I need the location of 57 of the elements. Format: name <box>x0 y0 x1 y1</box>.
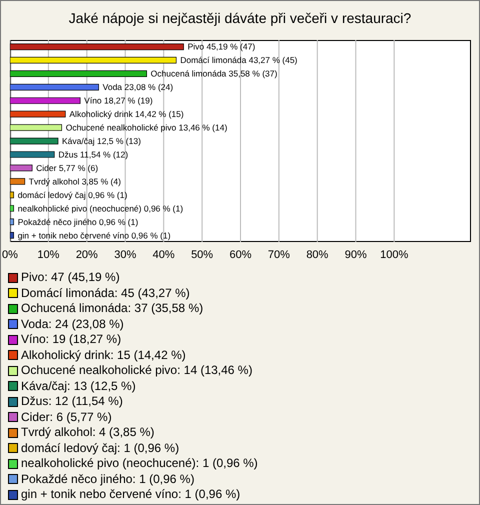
category-label: Ochucená limonáda 35,58 % (37) <box>150 68 278 79</box>
category-label: Pivo 45,19 % (47) <box>188 42 256 52</box>
bar <box>10 218 14 226</box>
x-tick-label: 50% <box>191 248 214 261</box>
text: Ochucené nealkoholické pivo: 14 (13,46 %) <box>21 363 252 378</box>
category-label: Káva/čaj 12,5 % (13) <box>62 136 141 146</box>
text: Alkoholický drink: 15 (14,42 %) <box>21 348 186 363</box>
category-label: Ochucené nealkoholické pivo 13,46 % (14) <box>66 122 228 133</box>
bar <box>10 56 177 64</box>
category-label: Cider 5,77 % (6) <box>36 162 98 173</box>
category-label: Pokaždé něco jiného 0,96 % (1) <box>18 216 138 227</box>
category-label: nealkoholické pivo (neochucené) 0,96 % (1) <box>18 203 184 214</box>
category-label: gin + tonik nebo červené víno 0,96 % (1) <box>18 230 171 240</box>
category-label: Džus 11,54 % (12) <box>58 149 128 160</box>
category-label: Voda 23,08 % (24) <box>102 82 174 92</box>
text: gin + tonik nebo červené víno: 1 (0,96 %) <box>21 487 240 502</box>
text: Voda: 24 (23,08 %) <box>21 316 124 332</box>
category-label: Alkoholický drink 14,42 % (15) <box>69 109 184 120</box>
bar <box>10 138 58 144</box>
x-tick-label: 40% <box>152 248 175 261</box>
text: Pivo: 47 (45,19 %) <box>21 270 120 286</box>
bar <box>10 43 184 50</box>
bar <box>10 151 55 158</box>
x-tick-label: 70% <box>268 248 290 261</box>
category-label: Domácí limonáda 43,27 % (45) <box>180 55 298 66</box>
text: domácí ledový čaj: 1 (0,96 %) <box>21 440 180 456</box>
x-tick-label: 30% <box>114 248 136 261</box>
x-tick-label: 20% <box>76 248 98 261</box>
bar <box>10 192 14 198</box>
x-tick-label: 60% <box>229 248 252 261</box>
x-tick-label: 100% <box>380 248 408 261</box>
text: Domácí limonáda: 45 (43,27 %) <box>21 286 190 301</box>
text: Ochucená limonáda: 37 (35,58 %) <box>21 301 204 316</box>
text: Káva/čaj: 13 (12,5 %) <box>21 378 136 394</box>
bar <box>10 124 62 131</box>
x-tick-label: 10% <box>37 248 60 261</box>
bar <box>10 70 147 78</box>
bar <box>10 164 32 172</box>
bar <box>10 205 14 212</box>
chart-title: Jaké nápoje si nejčastěji dáváte při večeři v restauraci? <box>68 9 412 28</box>
category-label: Víno 18,27 % (19) <box>84 96 153 106</box>
bar <box>10 178 26 185</box>
bar <box>10 110 66 118</box>
bar <box>10 84 99 90</box>
text: Cider: 6 (5,77 %) <box>21 410 112 425</box>
category-label: domácí ledový čaj 0,96 % (1) <box>18 190 128 200</box>
x-tick-label: 80% <box>306 248 329 261</box>
x-tick-label: 90% <box>344 248 367 261</box>
bar <box>10 232 14 239</box>
category-label: Tvrdý alkohol 3,85 % (4) <box>28 176 121 186</box>
text: nealkoholické pivo (neochucené): 1 (0,96 %) <box>21 456 258 472</box>
text: Tvrdý alkohol: 4 (3,85 %) <box>21 425 154 440</box>
x-tick-label: 0% <box>2 248 18 261</box>
text: Víno: 19 (18,27 %) <box>21 332 122 348</box>
text: Džus: 12 (11,54 %) <box>21 394 123 410</box>
bar <box>10 97 80 104</box>
text: Pokaždé něco jiného: 1 (0,96 %) <box>21 472 194 487</box>
